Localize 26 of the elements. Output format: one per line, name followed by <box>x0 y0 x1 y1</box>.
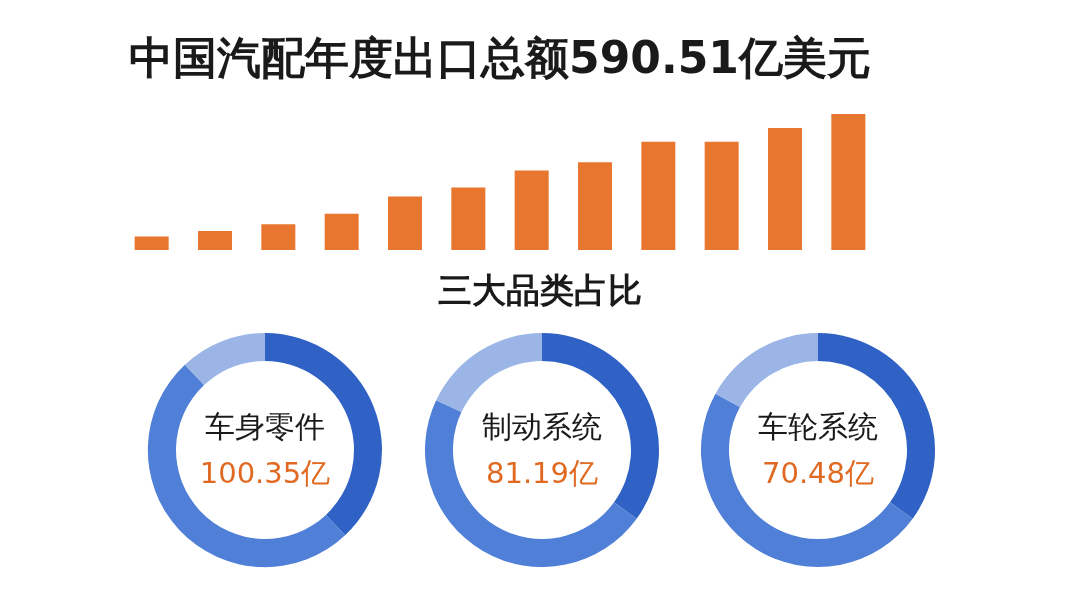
bar <box>768 127 802 250</box>
text: 制动系统 <box>482 409 602 444</box>
donut-slice <box>148 364 346 568</box>
donut-slice <box>425 400 637 567</box>
bar <box>451 187 486 250</box>
text: 100.35亿 <box>199 456 331 490</box>
bar <box>324 213 359 250</box>
bar <box>198 231 232 250</box>
bar <box>578 162 612 250</box>
donut-slice <box>715 333 818 408</box>
donut-slice <box>436 333 542 413</box>
chart-title: 中国汽配年度出口总额590.51亿美元 <box>129 32 871 83</box>
text: 81.19亿 <box>485 456 599 490</box>
bar <box>261 224 296 250</box>
text: 三大品类占比 <box>437 270 643 310</box>
bar <box>388 196 422 250</box>
bar <box>134 236 169 250</box>
donut-slice <box>701 393 913 567</box>
bar <box>514 170 549 250</box>
donut-slice <box>184 333 265 386</box>
bar <box>704 141 739 250</box>
bar <box>641 141 676 250</box>
text: 车轮系统 <box>758 409 878 444</box>
text: 70.48亿 <box>761 456 875 490</box>
text: 车身零件 <box>205 409 325 444</box>
bar <box>831 114 866 250</box>
